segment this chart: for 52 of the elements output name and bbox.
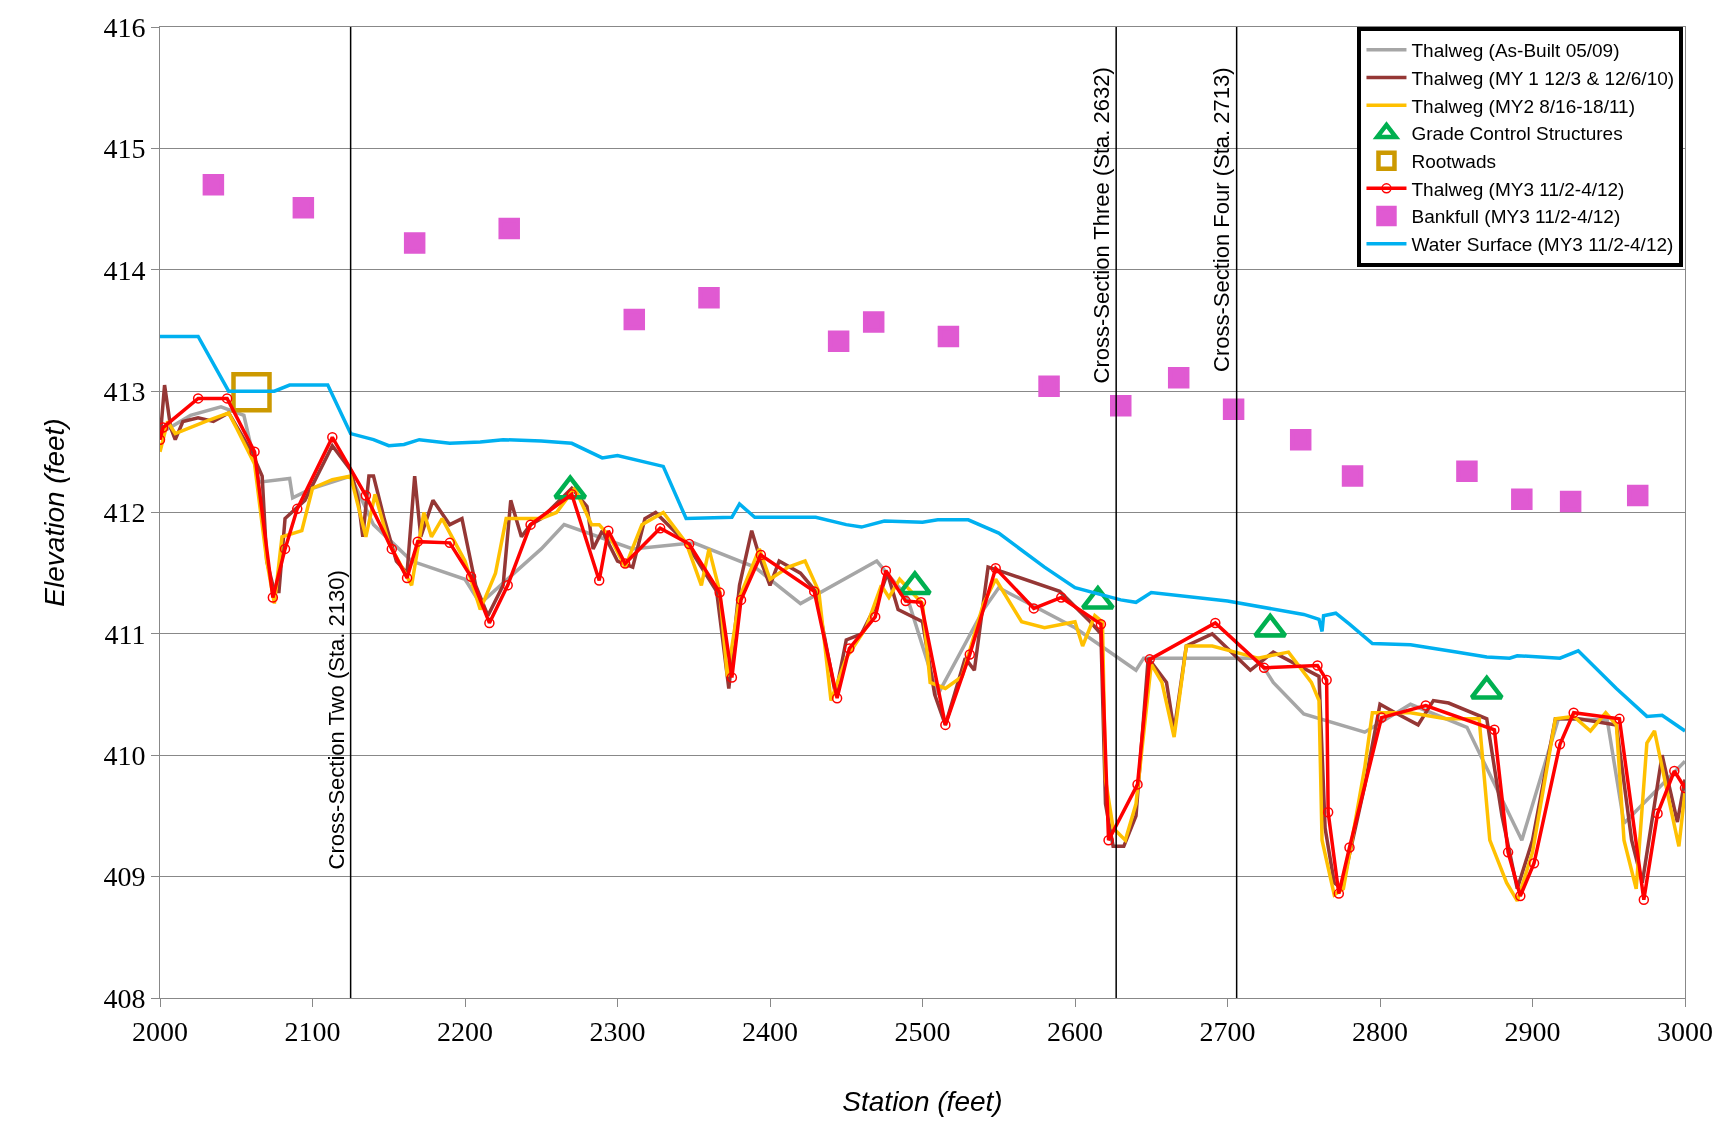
legend-label: Rootwads (1411, 151, 1496, 173)
ref-line-label: Cross-Section Three (Sta. 2632) (1088, 67, 1114, 384)
y-tick-label: 409 (103, 861, 146, 893)
x-tick-label: 2300 (589, 1015, 646, 1047)
point (1167, 367, 1190, 389)
legend-label: Thalweg (MY 1 12/3 & 12/6/10) (1411, 67, 1675, 89)
y-tick-label: 414 (103, 254, 146, 286)
point (1456, 460, 1478, 482)
point (827, 330, 850, 353)
point (698, 286, 720, 309)
x-tick-label: 2100 (284, 1015, 341, 1047)
legend-label: Bankfull (MY3 11/2-4/12) (1411, 206, 1621, 228)
x-tick-label: 2900 (1504, 1015, 1561, 1047)
point (1222, 398, 1245, 421)
x-tick-label: 2200 (437, 1015, 493, 1047)
y-tick-label: 410 (103, 740, 146, 772)
point (937, 325, 960, 348)
x-tick-label: 3000 (1657, 1015, 1713, 1047)
y-tick-label: 408 (103, 982, 146, 1014)
point (623, 308, 646, 331)
legend-label: Thalweg (As-Built 05/09) (1411, 40, 1620, 62)
x-axis-title: Station (feet) (842, 1085, 1003, 1117)
point (292, 197, 315, 219)
point (1559, 490, 1582, 513)
y-tick-label: 413 (103, 375, 146, 407)
x-tick-label: 2600 (1047, 1015, 1103, 1047)
point (1341, 465, 1364, 487)
point (498, 217, 520, 240)
legend-label: Water Surface (MY3 11/2-4/12) (1411, 234, 1674, 256)
point (1289, 428, 1312, 451)
point (231, 372, 272, 413)
point (1511, 488, 1533, 510)
legend-label: Thalweg (MY2 8/16-18/11) (1411, 95, 1636, 117)
point (1626, 484, 1649, 507)
legend-label: Grade Control Structures (1411, 123, 1623, 145)
point (1038, 375, 1060, 398)
y-tick-label: 412 (103, 497, 146, 529)
x-tick-label: 2400 (742, 1015, 798, 1047)
point (202, 174, 225, 196)
y-tick-label: 415 (103, 133, 146, 165)
x-tick-label: 2700 (1199, 1015, 1256, 1047)
y-axis-title: Elevation (feet) (39, 418, 71, 607)
legend-label: Thalweg (MY3 11/2-4/12) (1411, 178, 1625, 200)
x-tick-label: 2800 (1352, 1015, 1408, 1047)
point (403, 232, 426, 254)
ref-line-label: Cross-Section Four (Sta. 2713) (1209, 67, 1235, 372)
ref-line-label: Cross-Section Two (Sta. 2130) (323, 570, 349, 870)
x-tick-label: 2000 (132, 1015, 188, 1047)
point (862, 311, 885, 333)
y-tick-label: 416 (103, 11, 146, 43)
y-tick-label: 411 (104, 618, 146, 650)
x-tick-label: 2500 (894, 1015, 951, 1047)
